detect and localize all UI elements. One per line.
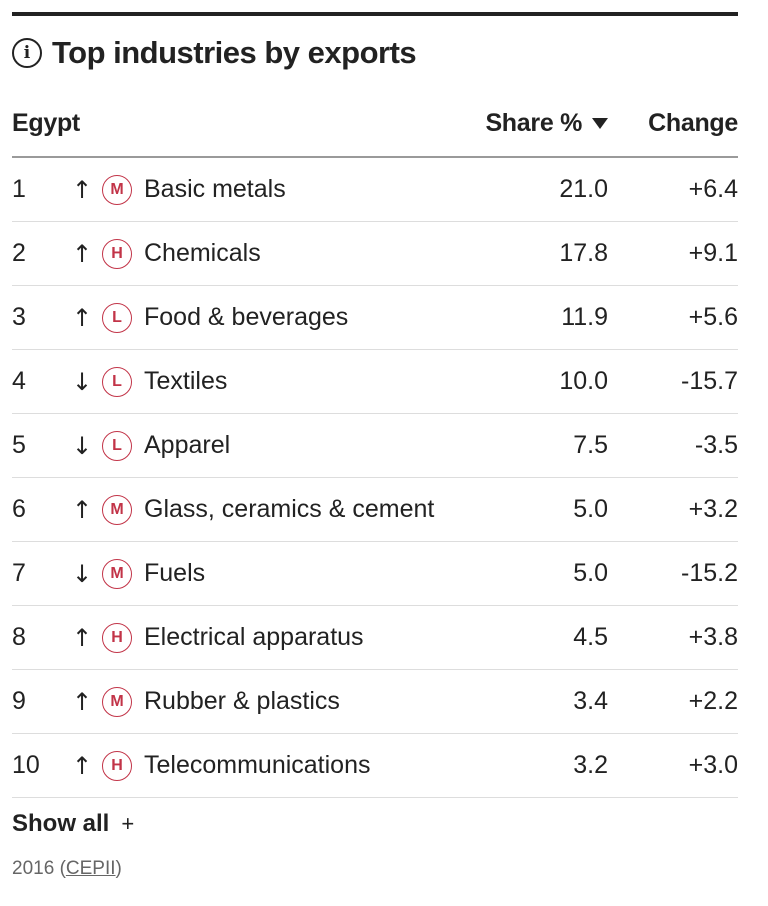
industry-name: Electrical apparatus bbox=[144, 623, 364, 651]
arrow-up-icon: ↑ bbox=[72, 495, 93, 524]
industry-name: Fuels bbox=[144, 559, 206, 587]
share-header-label: Share % bbox=[485, 108, 582, 137]
level-badge-icon: M bbox=[102, 494, 132, 525]
share-value: 21.0 bbox=[559, 175, 608, 203]
arrow-down-icon: ↓ bbox=[72, 367, 93, 396]
share-value: 10.0 bbox=[559, 367, 608, 395]
industry-name: Food & beverages bbox=[144, 303, 349, 331]
title-row: i Top industries by exports bbox=[12, 16, 738, 90]
arrow-up-icon: ↑ bbox=[72, 175, 93, 204]
rank-cell: 10 bbox=[12, 751, 40, 779]
rank-cell: 6 bbox=[12, 495, 26, 523]
arrow-down-icon: ↓ bbox=[72, 559, 93, 588]
source-close-paren: ) bbox=[115, 858, 122, 879]
rank-cell: 8 bbox=[12, 623, 26, 651]
table-row: 9 ↑ M Rubber & plastics 3.4 +2.2 bbox=[12, 670, 738, 734]
table-row: 3 ↑ L Food & beverages 11.9 +5.6 bbox=[12, 286, 738, 350]
level-badge-icon: L bbox=[102, 302, 132, 333]
source-open-paren: ( bbox=[59, 858, 66, 879]
level-badge-icon: L bbox=[102, 366, 132, 397]
rank-cell: 4 bbox=[12, 367, 26, 395]
table-row: 7 ↓ M Fuels 5.0 -15.2 bbox=[12, 542, 738, 606]
show-all-label: Show all bbox=[12, 810, 110, 837]
change-value: +3.0 bbox=[688, 751, 738, 779]
industry-name: Textiles bbox=[144, 367, 228, 395]
source-year: 2016 bbox=[12, 858, 55, 879]
level-badge-icon: M bbox=[102, 558, 132, 589]
arrow-up-icon: ↑ bbox=[72, 303, 93, 332]
industry-name: Glass, ceramics & cement bbox=[144, 495, 435, 523]
table-header: Egypt Share % Change bbox=[12, 90, 738, 158]
top-rule bbox=[12, 12, 738, 16]
country-label: Egypt bbox=[12, 108, 80, 137]
industry-name: Apparel bbox=[144, 431, 231, 459]
change-value: +5.6 bbox=[688, 303, 738, 331]
share-value: 17.8 bbox=[559, 239, 608, 267]
industry-name: Rubber & plastics bbox=[144, 687, 340, 715]
arrow-up-icon: ↑ bbox=[72, 687, 93, 716]
change-value: +3.8 bbox=[688, 623, 738, 651]
table-row: 8 ↑ H Electrical apparatus 4.5 +3.8 bbox=[12, 606, 738, 670]
change-value: +2.2 bbox=[688, 687, 738, 715]
share-value: 11.9 bbox=[561, 303, 608, 331]
change-value: +9.1 bbox=[688, 239, 738, 267]
change-value: -15.7 bbox=[681, 367, 738, 395]
arrow-up-icon: ↑ bbox=[72, 623, 93, 652]
source-link[interactable]: CEPII bbox=[65, 858, 116, 879]
industry-name: Telecommunications bbox=[144, 751, 371, 779]
arrow-down-icon: ↓ bbox=[72, 431, 93, 460]
rank-cell: 1 bbox=[12, 175, 26, 203]
caret-down-icon[interactable] bbox=[592, 117, 608, 129]
share-value: 3.2 bbox=[573, 751, 608, 779]
rank-cell: 5 bbox=[12, 431, 26, 459]
table-row: 1 ↑ M Basic metals 21.0 +6.4 bbox=[12, 158, 738, 222]
level-badge-icon: H bbox=[102, 622, 132, 653]
table-row: 10 ↑ H Telecommunications 3.2 +3.0 bbox=[12, 734, 738, 798]
rank-cell: 9 bbox=[12, 687, 26, 715]
arrow-up-icon: ↑ bbox=[72, 751, 93, 780]
level-badge-icon: L bbox=[102, 430, 132, 461]
share-value: 5.0 bbox=[573, 559, 608, 587]
change-value: -15.2 bbox=[681, 559, 738, 587]
show-all-button[interactable]: Show all + bbox=[12, 798, 738, 850]
exports-widget: i Top industries by exports Egypt Share … bbox=[12, 12, 738, 880]
share-value: 5.0 bbox=[573, 495, 608, 523]
change-value: -3.5 bbox=[694, 431, 738, 459]
change-value: +6.4 bbox=[688, 175, 738, 203]
rank-cell: 3 bbox=[12, 303, 26, 331]
level-badge-icon: H bbox=[102, 238, 132, 269]
share-value: 3.4 bbox=[573, 687, 608, 715]
table-body: 1 ↑ M Basic metals 21.0 +6.4 2 ↑ H Chemicals 17.8 +… bbox=[12, 158, 738, 798]
level-badge-icon: M bbox=[102, 174, 132, 205]
share-column-header[interactable]: Share % bbox=[458, 109, 608, 138]
table-row: 4 ↓ L Textiles 10.0 -15.7 bbox=[12, 350, 738, 414]
level-badge-icon: H bbox=[102, 750, 132, 781]
industry-name: Chemicals bbox=[144, 239, 261, 267]
change-value: +3.2 bbox=[688, 495, 738, 523]
share-value: 7.5 bbox=[573, 431, 608, 459]
change-column-header[interactable]: Change bbox=[648, 108, 738, 137]
info-icon[interactable]: i bbox=[12, 38, 42, 68]
source-line: 2016 (CEPII) bbox=[12, 858, 738, 880]
table-row: 2 ↑ H Chemicals 17.8 +9.1 bbox=[12, 222, 738, 286]
rank-cell: 2 bbox=[12, 239, 26, 267]
table-row: 5 ↓ L Apparel 7.5 -3.5 bbox=[12, 414, 738, 478]
rank-cell: 7 bbox=[12, 559, 26, 587]
page-title: Top industries by exports bbox=[52, 35, 417, 70]
arrow-up-icon: ↑ bbox=[72, 239, 93, 268]
table-row: 6 ↑ M Glass, ceramics & cement 5.0 +3.2 bbox=[12, 478, 738, 542]
plus-icon[interactable]: + bbox=[121, 811, 135, 836]
level-badge-icon: M bbox=[102, 686, 132, 717]
industry-name: Basic metals bbox=[144, 175, 286, 203]
share-value: 4.5 bbox=[573, 623, 608, 651]
